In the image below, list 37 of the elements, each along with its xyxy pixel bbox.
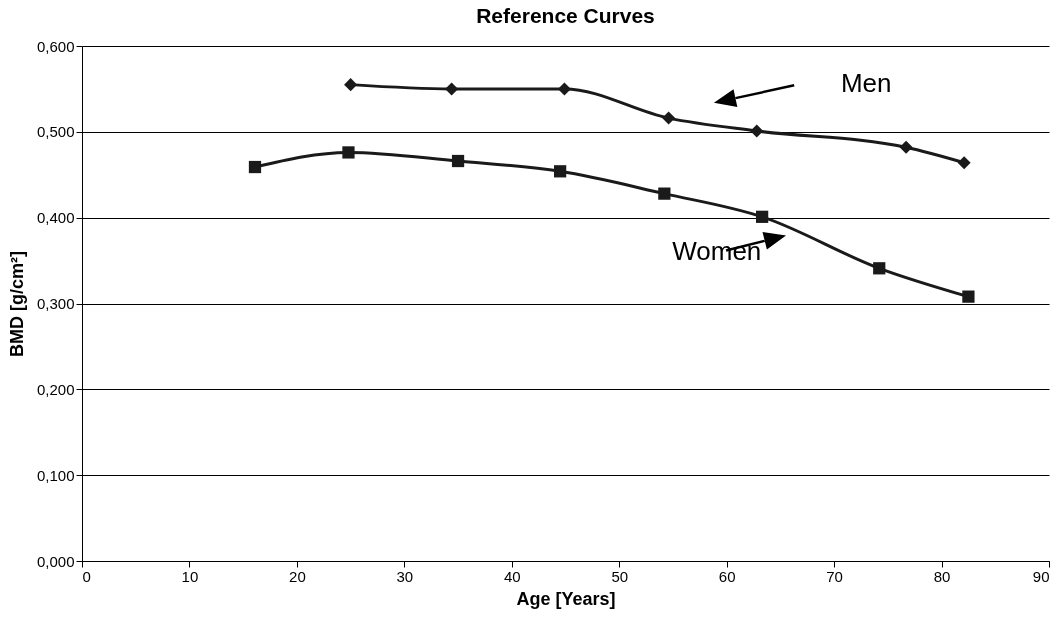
point (750, 124, 764, 138)
point (344, 78, 358, 92)
series-label: Men (840, 67, 892, 98)
x-axis-title: Age [Years] (516, 588, 616, 609)
point (248, 160, 262, 174)
x-tick-label: 50 (611, 567, 629, 585)
point (962, 290, 975, 303)
x-tick-label: 40 (503, 567, 521, 585)
x-tick-label: 60 (718, 567, 736, 585)
x-tick-label: 80 (933, 567, 951, 585)
x-tick-label: 30 (396, 567, 414, 585)
y-tick-label: 0,600 (36, 37, 75, 55)
point (899, 140, 913, 154)
y-tick-label: 0,200 (36, 380, 75, 398)
x-tick-label: 70 (826, 567, 843, 585)
point (557, 82, 571, 96)
y-axis-title: BMD [g/cm²] (6, 251, 27, 357)
point (451, 154, 465, 168)
y-tick-label: 0,500 (36, 123, 75, 141)
point (554, 165, 567, 178)
point (342, 146, 355, 159)
point (957, 156, 971, 170)
point (873, 262, 886, 275)
point (658, 187, 671, 200)
point (445, 82, 459, 96)
x-tick-label: 20 (289, 567, 306, 585)
y-tick-label: 0,100 (36, 466, 75, 484)
series-label: Women (672, 235, 762, 266)
point (662, 111, 676, 125)
x-tick-label: 10 (181, 567, 199, 585)
y-tick-label: 0,300 (36, 295, 75, 312)
y-tick-label: 0,400 (36, 209, 75, 227)
x-tick-label: 0 (82, 567, 91, 585)
x-tick-label: 90 (1032, 567, 1050, 585)
y-tick-label: 0,000 (36, 552, 75, 570)
chart-title: Reference Curves (476, 4, 655, 27)
point (756, 210, 769, 223)
